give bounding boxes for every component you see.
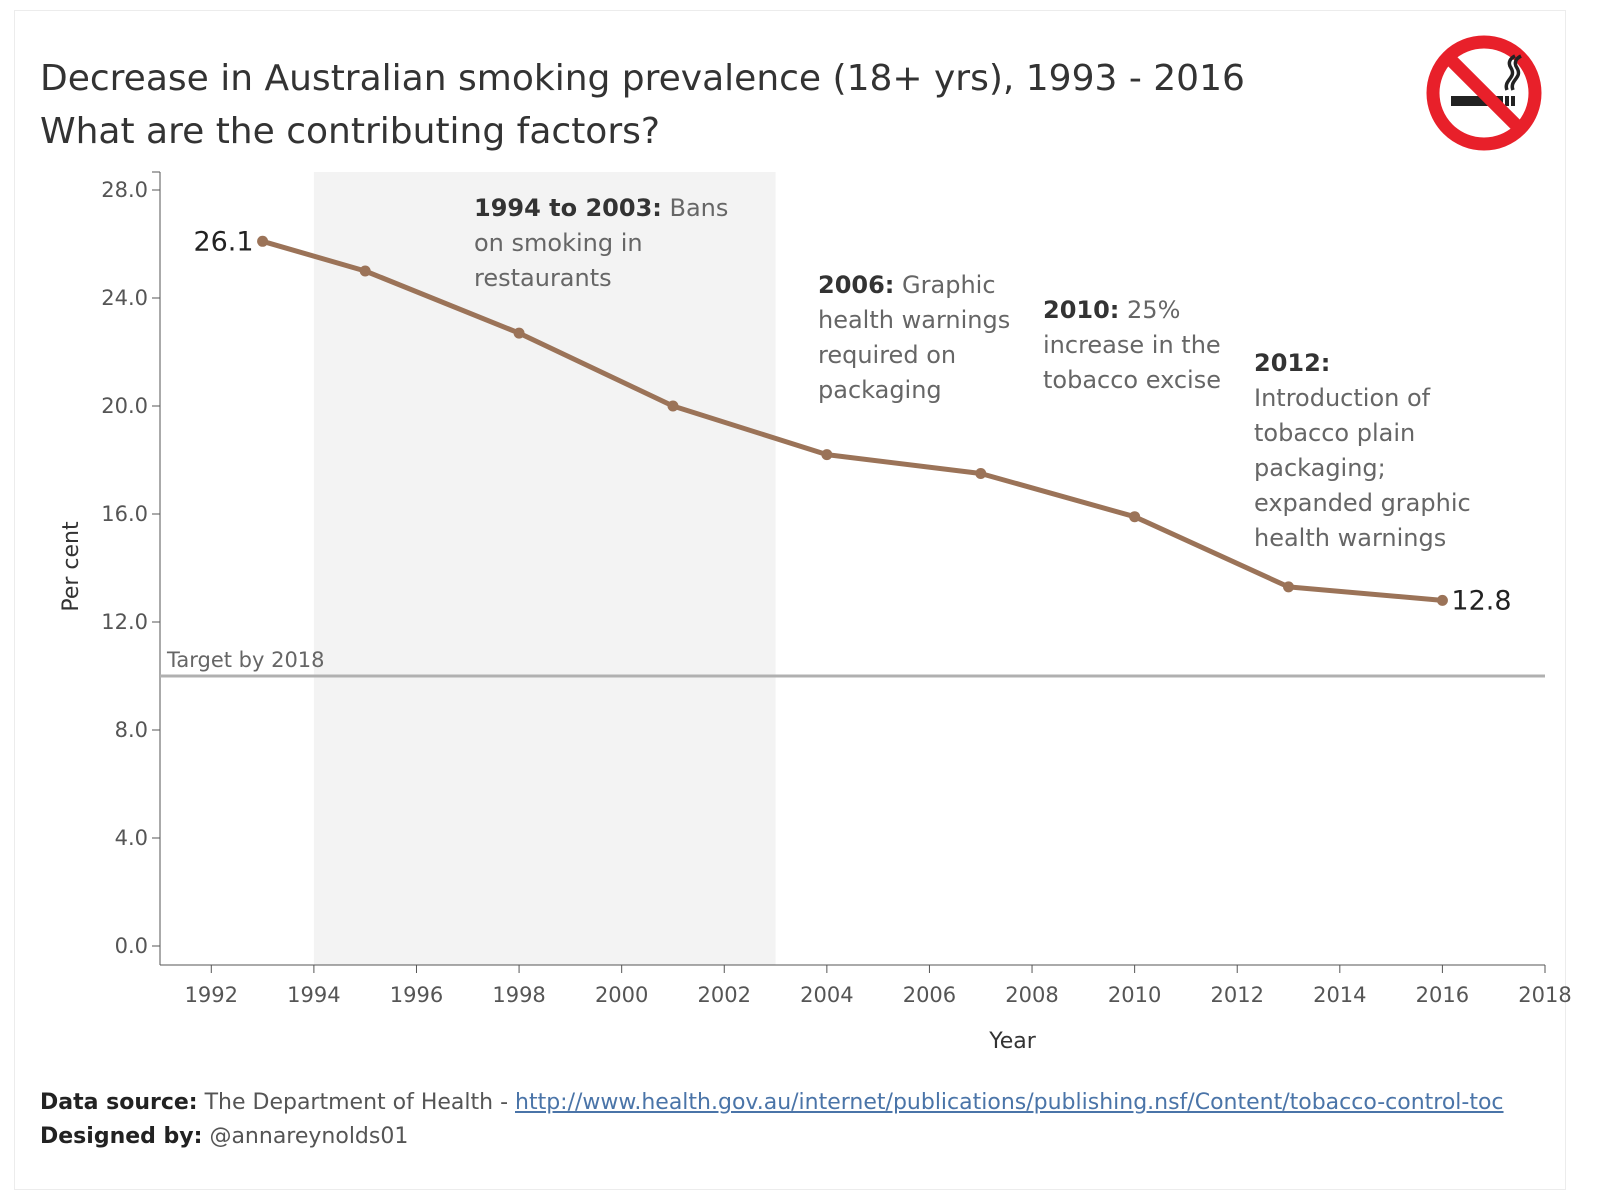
annotation-2: 2006: Graphic health warnings required on p… bbox=[818, 271, 1010, 404]
data-point bbox=[513, 327, 525, 339]
x-tick-label: 2012 bbox=[1210, 983, 1263, 1007]
x-tick-label: 2006 bbox=[903, 983, 956, 1007]
x-tick-label: 2004 bbox=[800, 983, 853, 1007]
dashboard-frame bbox=[14, 10, 1566, 1190]
data-point bbox=[667, 400, 679, 412]
annotation-line: tobacco plain bbox=[1254, 419, 1415, 447]
annotation-line: restaurants bbox=[474, 264, 612, 292]
y-tick-label: 4.0 bbox=[115, 826, 148, 850]
x-tick-label: 2008 bbox=[1005, 983, 1058, 1007]
annotation-1: 1994 to 2003: Bans on smoking in restauran… bbox=[474, 194, 728, 292]
no-smoking-icon bbox=[1426, 35, 1542, 151]
annotation-line: 1994 to 2003: Bans bbox=[474, 194, 728, 222]
x-tick-label: 2010 bbox=[1108, 983, 1161, 1007]
annotation-text: Bans bbox=[662, 194, 729, 222]
x-tick-label: 2000 bbox=[595, 983, 648, 1007]
designer-credit: Designed by: @annareynolds01 bbox=[40, 1124, 408, 1149]
y-tick-label: 24.0 bbox=[101, 286, 148, 310]
data-point bbox=[975, 468, 987, 479]
annotation-line: health warnings bbox=[818, 306, 1010, 334]
data-label: 12.8 bbox=[1451, 585, 1511, 616]
data-point bbox=[821, 449, 833, 461]
data-point bbox=[1436, 594, 1448, 606]
shaded-period-band bbox=[313, 172, 776, 965]
data-source-text: The Department of Health - bbox=[197, 1090, 515, 1115]
annotation-bold: 2010: bbox=[1043, 296, 1119, 324]
x-tick-label: 2018 bbox=[1518, 983, 1571, 1007]
x-tick-label: 1998 bbox=[492, 983, 545, 1007]
data-label: 26.1 bbox=[193, 226, 253, 257]
annotation-4: 2012: Introduction of tobacco plain packagi… bbox=[1254, 349, 1471, 552]
data-point bbox=[1129, 511, 1141, 523]
annotation-bold: 2012: bbox=[1254, 349, 1330, 377]
x-tick-label: 2016 bbox=[1416, 983, 1469, 1007]
annotation-line: 2006: Graphic bbox=[818, 271, 996, 299]
annotation-line: Introduction of bbox=[1254, 384, 1431, 412]
annotation-line: health warnings bbox=[1254, 524, 1446, 552]
y-tick-label: 0.0 bbox=[115, 934, 148, 958]
x-tick-label: 2002 bbox=[698, 983, 751, 1007]
x-tick-label: 2014 bbox=[1313, 983, 1366, 1007]
annotation-3: 2010: 25% increase in the tobacco excise bbox=[1043, 296, 1221, 394]
data-point bbox=[359, 265, 371, 277]
y-tick-label: 16.0 bbox=[101, 502, 148, 526]
data-point bbox=[1283, 581, 1295, 593]
annotation-line: increase in the bbox=[1043, 331, 1221, 359]
annotation-line: 2012: bbox=[1254, 349, 1330, 377]
y-tick-label: 12.0 bbox=[101, 610, 148, 634]
designer-label: Designed by: bbox=[40, 1124, 203, 1149]
target-reference-label: Target by 2018 bbox=[166, 648, 325, 672]
y-axis-title: Per cent bbox=[59, 521, 84, 612]
annotation-line: packaging; bbox=[1254, 454, 1386, 482]
x-tick-label: 1994 bbox=[287, 983, 340, 1007]
annotation-text: Graphic bbox=[894, 271, 995, 299]
annotation-line: tobacco excise bbox=[1043, 366, 1221, 394]
data-source-credit: Data source: The Department of Health - … bbox=[40, 1090, 1504, 1115]
data-source-label: Data source: bbox=[40, 1090, 198, 1115]
x-tick-label: 1996 bbox=[390, 983, 443, 1007]
x-tick-label: 1992 bbox=[185, 983, 238, 1007]
designer-handle: @annareynolds01 bbox=[202, 1124, 409, 1149]
chart-title: Decrease in Australian smoking prevalenc… bbox=[40, 58, 1245, 99]
line-chart: 0.0 4.0 8.0 12.0 16.0 20.0 24.0 28.0 1992 1994 199… bbox=[59, 171, 1572, 1054]
annotation-line: on smoking in bbox=[474, 229, 643, 257]
annotation-line: required on bbox=[818, 341, 956, 369]
annotation-bold: 2006: bbox=[818, 271, 894, 299]
x-axis-title: Year bbox=[988, 1029, 1037, 1054]
y-tick-label: 28.0 bbox=[101, 178, 148, 202]
annotation-line: expanded graphic bbox=[1254, 489, 1471, 517]
annotation-text: 25% bbox=[1119, 296, 1180, 324]
annotation-bold: 1994 to 2003: bbox=[474, 194, 662, 222]
data-point bbox=[257, 235, 269, 247]
y-tick-label: 8.0 bbox=[115, 718, 148, 742]
chart-subtitle: What are the contributing factors? bbox=[40, 111, 660, 152]
annotation-line: packaging bbox=[818, 376, 942, 404]
y-tick-label: 20.0 bbox=[101, 394, 148, 418]
data-source-link[interactable]: http://www.health.gov.au/internet/public… bbox=[515, 1090, 1504, 1115]
annotation-line: 2010: 25% bbox=[1043, 296, 1180, 324]
